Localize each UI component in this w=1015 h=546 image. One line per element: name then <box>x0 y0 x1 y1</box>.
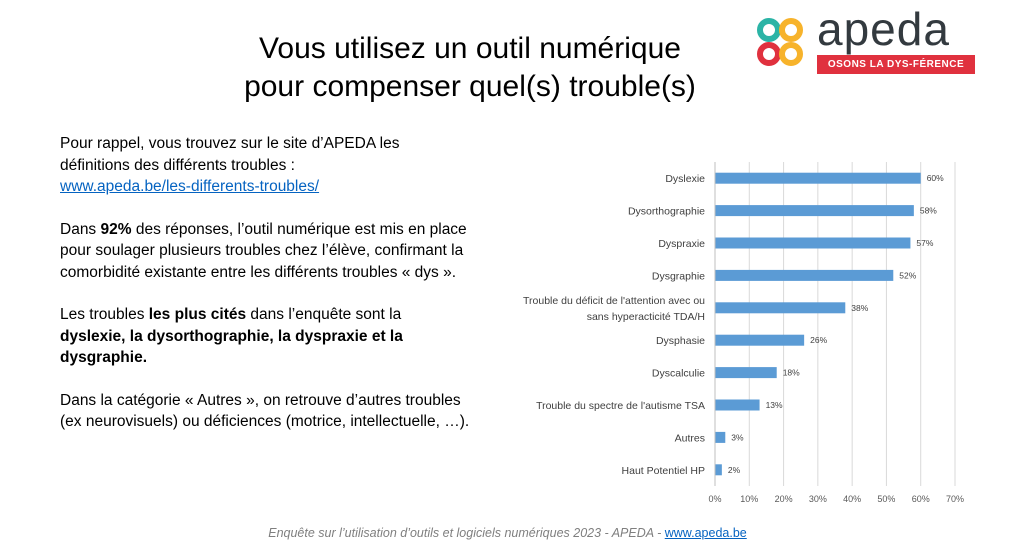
apeda-logo: apeda OSONS LA DYS-FÉRENCE <box>755 3 980 78</box>
paragraph-others: Dans la catégorie « Autres », on retrouv… <box>60 391 470 431</box>
bar-1 <box>715 205 914 217</box>
x-tick-label: 30% <box>809 494 827 504</box>
x-tick-label: 60% <box>912 494 930 504</box>
category-label: Trouble du déficit de l'attention avec o… <box>523 295 705 307</box>
category-label: Dysgraphie <box>652 270 705 282</box>
x-tick-label: 20% <box>775 494 793 504</box>
data-label: 58% <box>920 206 937 216</box>
category-label: Dyspraxie <box>658 238 705 250</box>
logo-tagline: OSONS LA DYS-FÉRENCE <box>817 55 975 74</box>
category-label: Trouble du spectre de l'autisme TSA <box>536 400 705 412</box>
x-tick-label: 40% <box>843 494 861 504</box>
footer: Enquête sur l’utilisation d’outils et lo… <box>0 526 1015 540</box>
bar-0 <box>715 172 921 184</box>
most-cited-bold-a: les plus cités <box>148 306 247 323</box>
x-tick-label: 10% <box>740 494 758 504</box>
definitions-link[interactable]: www.apeda.be/les-differents-troubles/ <box>60 178 320 195</box>
bar-5 <box>715 334 805 346</box>
category-label: sans hyperacticité TDA/H <box>587 311 705 323</box>
comorbidity-text-b: des réponses, l’outil numérique est mis … <box>60 220 467 281</box>
most-cited-text-a: Les troubles <box>60 306 149 323</box>
footer-link[interactable]: www.apeda.be <box>664 526 747 540</box>
most-cited-text-b: dans l’enquête sont la <box>246 306 402 323</box>
data-label: 57% <box>916 238 933 248</box>
bar-4 <box>715 302 846 314</box>
most-cited-bold-b: dyslexie, la dysorthographie, la dysprax… <box>60 327 403 367</box>
bar-7 <box>715 399 760 411</box>
comorbidity-percent: 92% <box>100 220 132 238</box>
logo-circles-icon <box>757 18 803 66</box>
bar-2 <box>715 237 911 249</box>
x-tick-label: 70% <box>946 494 964 504</box>
troubles-bar-chart: 0% 10% 20% 30% 40% 50% 60% 70% 60% Dyslexie 58% Dys… <box>470 150 990 510</box>
category-label: Dysorthographie <box>628 206 705 218</box>
bar-6 <box>715 367 777 379</box>
x-tick-label: 50% <box>877 494 895 504</box>
slide-title: Vous utilisez un outil numérique pour co… <box>160 30 780 106</box>
data-label: 38% <box>851 303 868 313</box>
comorbidity-text-a: Dans <box>60 220 101 238</box>
category-label: Dyscalculie <box>652 368 705 380</box>
data-label: 26% <box>810 335 827 345</box>
paragraph-comorbidity: Dans 92% des réponses, l’outil numérique… <box>60 219 470 284</box>
paragraph-reminder: Pour rappel, vous trouvez sur le site d’… <box>60 133 470 198</box>
footer-text: Enquête sur l’utilisation d’outils et lo… <box>268 526 665 540</box>
bar-9 <box>715 464 722 476</box>
body-text: Pour rappel, vous trouvez sur le site d’… <box>60 133 470 454</box>
bar-3 <box>715 269 894 281</box>
category-label: Dyslexie <box>665 173 705 185</box>
logo-wordmark: apeda <box>817 3 950 55</box>
category-label: Autres <box>675 432 705 444</box>
data-label: 13% <box>766 400 783 410</box>
chart-svg: 0% 10% 20% 30% 40% 50% 60% 70% 60% Dyslexie 58% Dys… <box>523 162 964 504</box>
data-label: 60% <box>927 173 944 183</box>
x-tick-label: 0% <box>708 494 721 504</box>
category-label: Dysphasie <box>656 335 705 347</box>
data-label: 52% <box>899 270 916 280</box>
bar-8 <box>715 431 726 443</box>
reminder-text: Pour rappel, vous trouvez sur le site d’… <box>60 135 400 174</box>
category-label: Haut Potentiel HP <box>622 465 705 477</box>
title-line-2: pour compenser quel(s) trouble(s) <box>244 70 696 103</box>
paragraph-most-cited: Les troubles les plus cités dans l’enquê… <box>60 304 470 369</box>
title-line-1: Vous utilisez un outil numérique <box>259 32 681 65</box>
data-label: 2% <box>728 465 741 475</box>
data-label: 18% <box>783 368 800 378</box>
data-label: 3% <box>731 432 744 442</box>
